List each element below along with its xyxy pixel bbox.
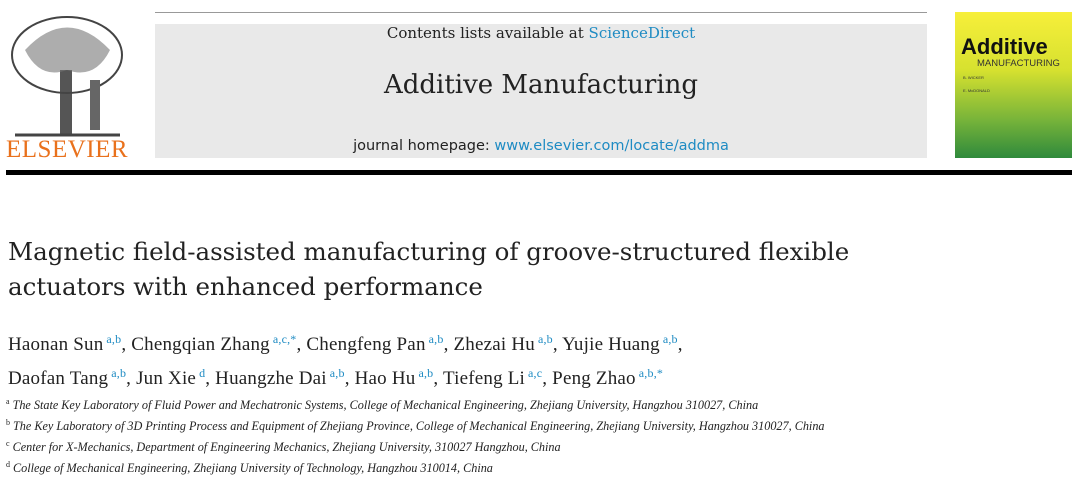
affiliation: a The State Key Laboratory of Fluid Power… [6,393,825,414]
homepage-prefix: journal homepage: [353,138,495,154]
header-rule [6,170,1072,175]
author-affiliation-link[interactable]: a,b [428,332,444,346]
cover-editor-1: B. WICKER [963,75,984,80]
author-affiliation-link[interactable]: a,c [528,366,543,380]
top-rule [155,12,927,13]
author: Haonan Sun a,b, [8,332,132,355]
contents-prefix: Contents lists available at [386,24,589,42]
affiliation-list: a The State Key Laboratory of Fluid Power… [6,393,825,477]
affiliation-text: The State Key Laboratory of Fluid Power … [12,398,759,412]
affiliation: b The Key Laboratory of 3D Printing Proce… [6,414,825,435]
affiliation: d College of Mechanical Engineering, Zhej… [6,456,825,477]
author-name: Chengqian Zhang [131,334,270,355]
author-affiliation-link[interactable]: a,b [329,366,345,380]
author-affiliation-link[interactable]: a,b,* [638,366,664,380]
author: Chengfeng Pan a,b, [306,332,454,355]
author-name: Huangzhe Dai [215,368,327,389]
author-name: Haonan Sun [8,334,104,355]
author-name: Jun Xie [136,368,197,389]
cover-title: Additive [961,34,1048,59]
author-affiliation-link[interactable]: a,b [537,332,553,346]
author: Hao Hu a,b, [354,366,443,389]
affiliation-text: The Key Laboratory of 3D Printing Proces… [13,419,825,433]
author-affiliation-link[interactable]: a,b [106,332,122,346]
author-name: Yujie Huang [562,334,660,355]
author: Huangzhe Dai a,b, [215,366,355,389]
author-name: Tiefeng Li [442,368,525,389]
author-name: Zhezai Hu [453,334,535,355]
affiliation-text: Center for X-Mechanics, Department of En… [12,440,561,454]
homepage-line: journal homepage: www.elsevier.com/locat… [155,138,927,154]
author: Chengqian Zhang a,c,*, [131,332,307,355]
author-name: Hao Hu [354,368,416,389]
homepage-link[interactable]: www.elsevier.com/locate/addma [494,138,729,154]
journal-cover: Additive MANUFACTURING B. WICKER E. McDO… [955,12,1072,158]
affiliation-key: a [6,397,10,406]
author-affiliation-link[interactable]: d [199,366,206,380]
contents-line: Contents lists available at ScienceDirec… [155,24,927,42]
affiliation-key: c [6,439,10,448]
elsevier-tree-logo [11,16,123,137]
author-affiliation-link[interactable]: a,b [111,366,127,380]
article-title: Magnetic field-assisted manufacturing of… [8,237,850,301]
cover-editor-2: E. McDONALD [963,88,990,93]
journal-banner [155,24,927,158]
author: Yujie Huang a,b, [562,332,683,355]
author: Zhezai Hu a,b, [453,332,563,355]
author-affiliation-link[interactable]: a,b [418,366,434,380]
author: Jun Xie d, [136,366,216,389]
author-name: Daofan Tang [8,368,109,389]
author: Tiefeng Li a,c, [442,366,553,389]
affiliation-text: College of Mechanical Engineering, Zheji… [13,461,493,475]
affiliation: c Center for X-Mechanics, Department of E… [6,435,825,456]
author-name: Chengfeng Pan [306,334,426,355]
cover-subtitle: MANUFACTURING [977,58,1060,69]
sciencedirect-link[interactable]: ScienceDirect [588,24,696,42]
author-affiliation-link[interactable]: a,c,* [272,332,297,346]
author-name: Peng Zhao [552,368,636,389]
author: Peng Zhao a,b,* [552,366,664,389]
publisher-name: ELSEVIER [6,136,129,163]
journal-title: Additive Manufacturing [383,70,699,100]
author-list: Haonan Sun a,b, Chengqian Zhang a,c,*, Che… [8,325,1068,393]
author-affiliation-link[interactable]: a,b [662,332,678,346]
author: Daofan Tang a,b, [8,366,137,389]
affiliation-key: b [6,418,10,427]
affiliation-key: d [6,460,10,469]
